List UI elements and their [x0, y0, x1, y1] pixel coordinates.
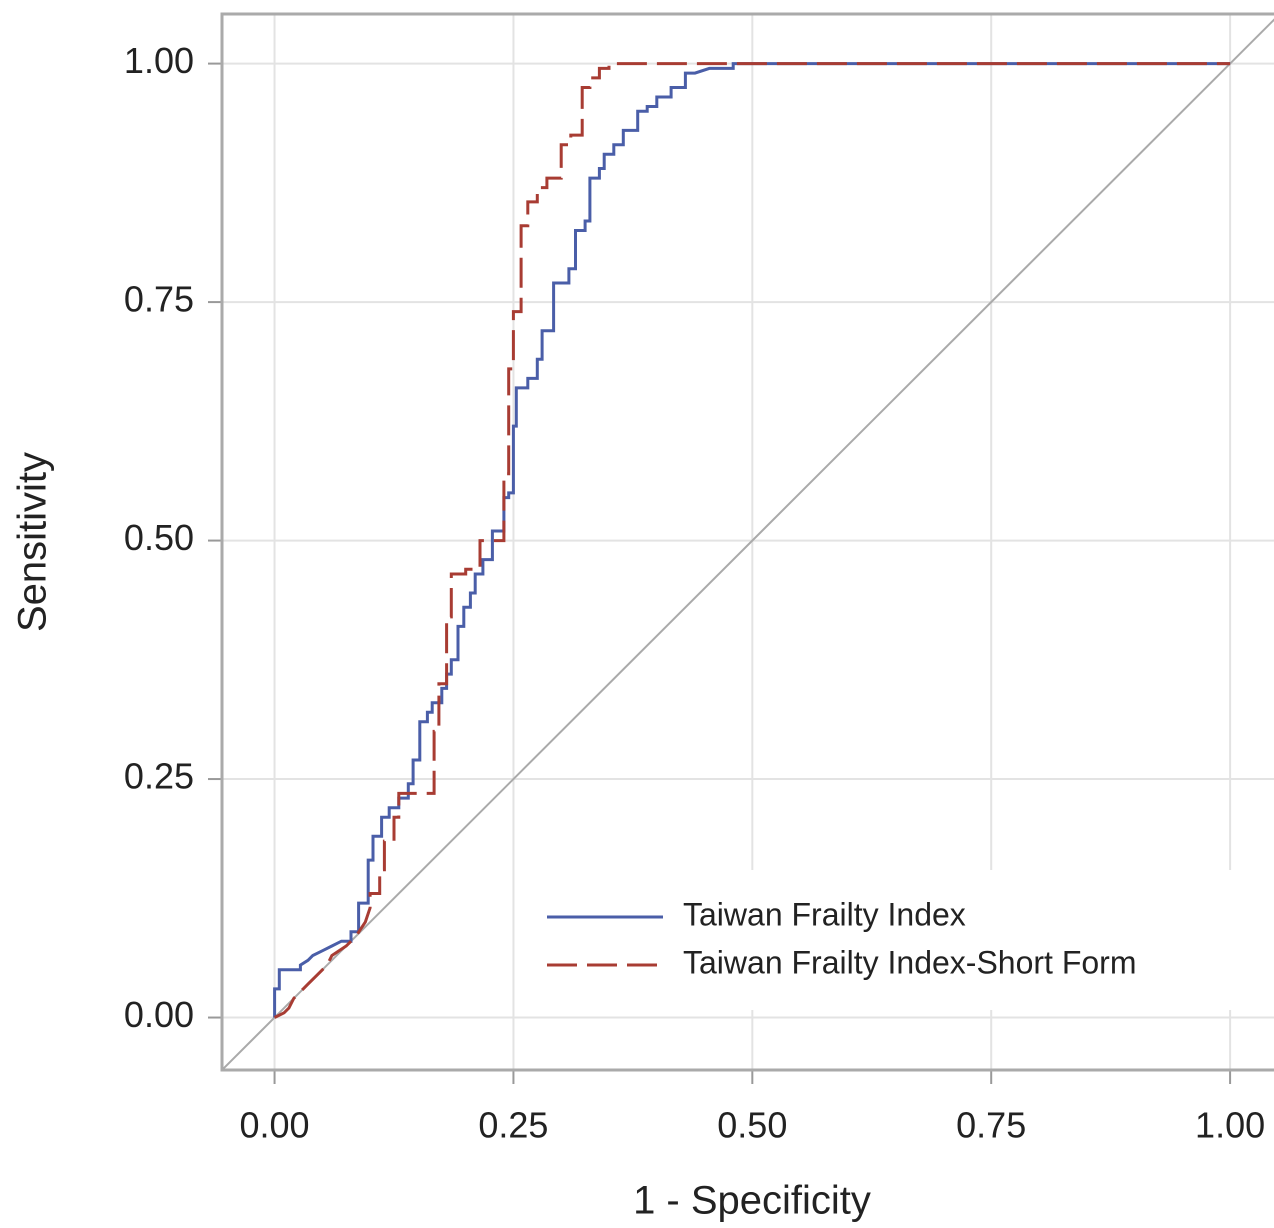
x-tick-label: 1.00	[1195, 1105, 1265, 1146]
roc-curve	[273, 62, 1231, 1018]
legend-label: Taiwan Frailty Index-Short Form	[683, 944, 1136, 980]
x-axis-label: 1 - Specificity	[633, 1179, 871, 1223]
roc-curve	[273, 62, 1231, 1019]
x-tick-label: 0.75	[956, 1105, 1026, 1146]
y-tick-label: 0.00	[124, 994, 194, 1035]
y-tick-label: 1.00	[124, 40, 194, 81]
reference-line	[222, 18, 1274, 1070]
legend-label: Taiwan Frailty Index	[683, 896, 966, 932]
x-tick-label: 0.25	[478, 1105, 548, 1146]
y-tick-label: 0.25	[124, 756, 194, 797]
x-tick-label: 0.00	[240, 1105, 310, 1146]
legend-box	[531, 870, 1274, 1010]
y-axis-label: Sensitivity	[11, 452, 55, 632]
y-tick-label: 0.50	[124, 517, 194, 558]
plot-frame	[220, 12, 1274, 1072]
x-tick-label: 0.50	[717, 1105, 787, 1146]
y-tick-label: 0.75	[124, 279, 194, 320]
